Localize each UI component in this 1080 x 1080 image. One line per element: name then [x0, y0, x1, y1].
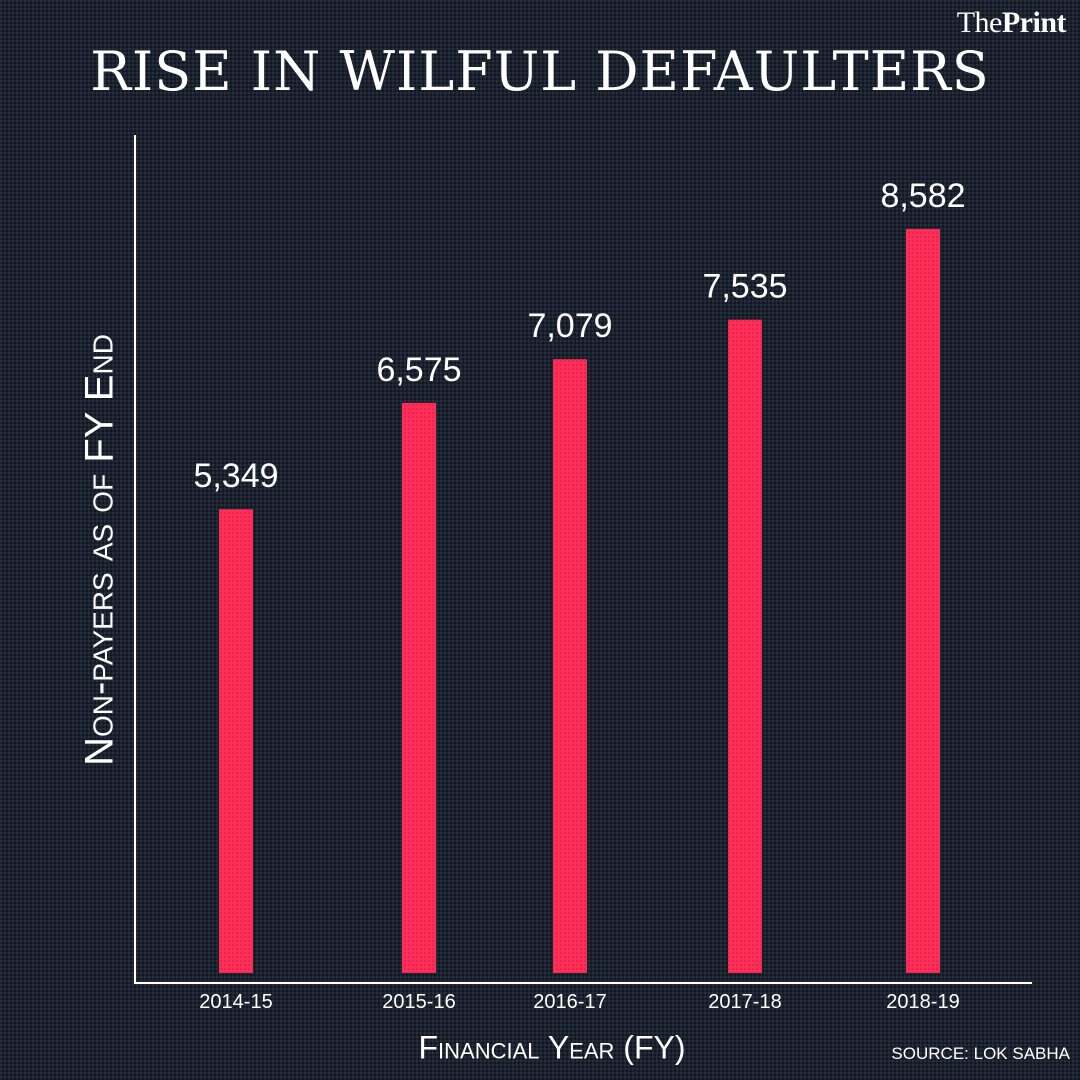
value-label-2017-18: 7,535: [702, 268, 787, 306]
x-tick-label-2014-15: 2014-15: [199, 991, 272, 1013]
source-value: LOK SABHA: [973, 1044, 1070, 1063]
x-tick-label-2018-19: 2018-19: [886, 991, 959, 1013]
x-tick-label-2016-17: 2016-17: [533, 991, 606, 1013]
bar-2015-16: [402, 402, 436, 973]
chart-title: RISE IN WILFUL DEFAULTERS: [90, 40, 990, 103]
value-label-2014-15: 5,349: [193, 457, 278, 495]
y-axis-label: Non-payers as of FY End: [77, 334, 122, 766]
x-tick-labels-layer: 2014-15 2015-16 2016-17 2017-18 2018-19: [199, 991, 959, 1013]
brand-logo: ThePrint: [956, 6, 1067, 40]
x-tick-label-2017-18: 2017-18: [708, 991, 781, 1013]
x-tick-label-2015-16: 2015-16: [382, 991, 455, 1013]
value-label-2018-19: 8,582: [880, 177, 965, 215]
value-labels-layer: 5,349 6,575 7,079 7,535 8,582: [193, 177, 965, 495]
value-label-2016-17: 7,079: [527, 307, 612, 345]
source-label: SOURCE:: [891, 1044, 969, 1063]
source-note: SOURCE: LOK SABHA: [891, 1044, 1070, 1064]
brand-logo-part2: Print: [1001, 6, 1067, 39]
bar-2014-15: [219, 509, 253, 973]
bar-2017-18: [728, 319, 762, 973]
bar-2018-19: [906, 228, 940, 973]
x-axis-label: Financial Year (FY): [418, 1029, 686, 1066]
brand-logo-part1: The: [956, 6, 1003, 39]
bar-2016-17: [553, 359, 587, 974]
bars-layer: [219, 228, 940, 974]
value-label-2015-16: 6,575: [376, 351, 461, 389]
